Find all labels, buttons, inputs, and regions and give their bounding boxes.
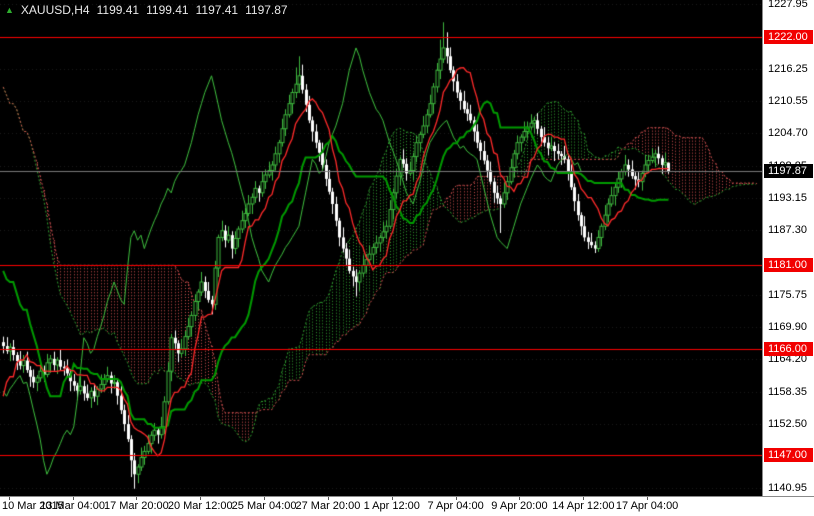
quote-overlay: ▲ XAUUSD,H4 1199.41 1199.41 1197.41 1197… <box>5 3 288 17</box>
time-axis-label: 1 Apr 12:00 <box>363 500 420 512</box>
price-tick-label: 1210.55 <box>768 94 808 107</box>
price-tick-label: 1193.15 <box>768 191 807 204</box>
price-axis[interactable]: 1227.951216.251210.551204.701198.851193.… <box>762 0 814 496</box>
time-tick <box>519 497 520 500</box>
time-tick <box>583 497 584 500</box>
time-tick <box>392 497 393 500</box>
time-tick <box>200 497 201 500</box>
quote-close: 1197.87 <box>245 3 288 17</box>
time-axis-label: 20 Mar 12:00 <box>167 500 233 512</box>
level-price-badge: 1222.00 <box>764 29 813 44</box>
time-tick <box>136 497 137 500</box>
time-axis-label: 17 Apr 04:00 <box>615 500 679 512</box>
time-axis-label: 14 Apr 12:00 <box>552 500 615 512</box>
price-tick-label: 1227.95 <box>768 0 808 10</box>
price-tick-label: 1169.90 <box>768 321 807 334</box>
quote-open: 1199.41 <box>96 3 140 17</box>
time-axis-label: 9 Apr 20:00 <box>491 500 548 512</box>
time-tick <box>647 497 648 500</box>
time-axis-label: 17 Mar 20:00 <box>103 500 169 512</box>
time-axis-label: 25 Mar 04:00 <box>231 500 297 512</box>
quote-low: 1197.41 <box>195 3 239 17</box>
time-axis[interactable]: 10 Mar 2015 13 Mar 04:00 17 Mar 20:00 20 Ma… <box>0 496 814 516</box>
price-tick-label: 1158.35 <box>768 385 807 398</box>
level-price-badge: 1181.00 <box>764 258 813 273</box>
time-axis-label: 10 Mar 2015 <box>2 500 64 512</box>
level-price-badge: 1147.00 <box>764 447 813 462</box>
level-price-badge: 1166.00 <box>764 341 813 356</box>
time-axis-label: 13 Mar 04:00 <box>40 500 105 512</box>
current-price-badge: 1197.87 <box>764 164 813 179</box>
time-axis-label: 7 Apr 04:00 <box>427 500 484 512</box>
price-tick-label: 1187.30 <box>768 224 807 237</box>
price-tick-label: 1152.50 <box>768 418 807 431</box>
price-tick-label: 1204.70 <box>768 127 808 140</box>
time-tick <box>456 497 457 500</box>
quote-high: 1199.41 <box>146 3 189 17</box>
time-tick <box>264 497 265 500</box>
time-tick <box>328 497 329 500</box>
time-axis-label: 27 Mar 20:00 <box>295 500 361 512</box>
price-tick-label: 1175.75 <box>768 288 807 301</box>
symbol-timeframe-label: XAUUSD,H4 <box>20 3 90 17</box>
price-tick-label: 1164.20 <box>768 352 807 365</box>
trend-up-icon: ▲ <box>5 5 14 15</box>
chart-canvas[interactable] <box>0 0 762 496</box>
time-tick <box>9 497 10 500</box>
time-tick <box>73 497 74 500</box>
price-tick-label: 1216.25 <box>768 62 808 75</box>
price-tick-label: 1140.95 <box>768 482 807 495</box>
